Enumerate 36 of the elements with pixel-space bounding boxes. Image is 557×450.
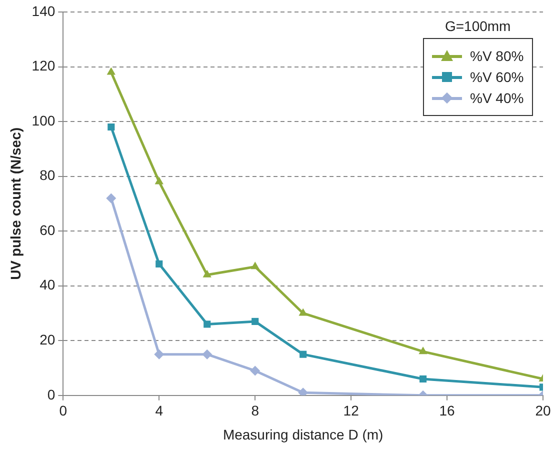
- x-tick-label: 0: [59, 402, 68, 419]
- point: [108, 123, 115, 131]
- point: [106, 193, 116, 204]
- legend-label: %V 60%: [470, 69, 524, 85]
- x-tick-label: 20: [535, 402, 551, 419]
- y-tick-label: 80: [40, 167, 56, 184]
- point: [154, 349, 164, 360]
- point: [250, 366, 260, 376]
- legend-label: %V 40%: [470, 90, 524, 106]
- point: [298, 308, 308, 316]
- point: [252, 318, 259, 325]
- point: [420, 375, 427, 383]
- x-tick-label: 4: [155, 402, 164, 419]
- x-tick-label: 16: [439, 402, 456, 419]
- y-tick-label: 60: [40, 222, 56, 238]
- point: [202, 349, 212, 360]
- y-tick-label: 100: [32, 112, 56, 128]
- point: [156, 260, 163, 268]
- point: [202, 270, 212, 278]
- y-tick-label: 0: [47, 386, 56, 402]
- x-tick-label: 8: [251, 402, 260, 419]
- point: [154, 176, 164, 184]
- y-axis-title: UV pulse count (N/sec): [7, 127, 24, 280]
- y-tick-label: 40: [40, 276, 56, 293]
- legend-label: %V 80%: [470, 48, 524, 64]
- point: [250, 262, 260, 270]
- x-tick-label: 12: [343, 402, 360, 419]
- y-tick-label: 20: [40, 331, 56, 348]
- point: [106, 67, 116, 75]
- y-tick-label: 120: [32, 58, 56, 74]
- legend-title: G=100mm: [444, 18, 512, 34]
- y-tick-label: 140: [32, 2, 56, 19]
- point: [418, 346, 428, 354]
- point: [204, 320, 211, 328]
- x-axis-title: Measuring distance D (m): [222, 426, 384, 442]
- point: [300, 350, 307, 358]
